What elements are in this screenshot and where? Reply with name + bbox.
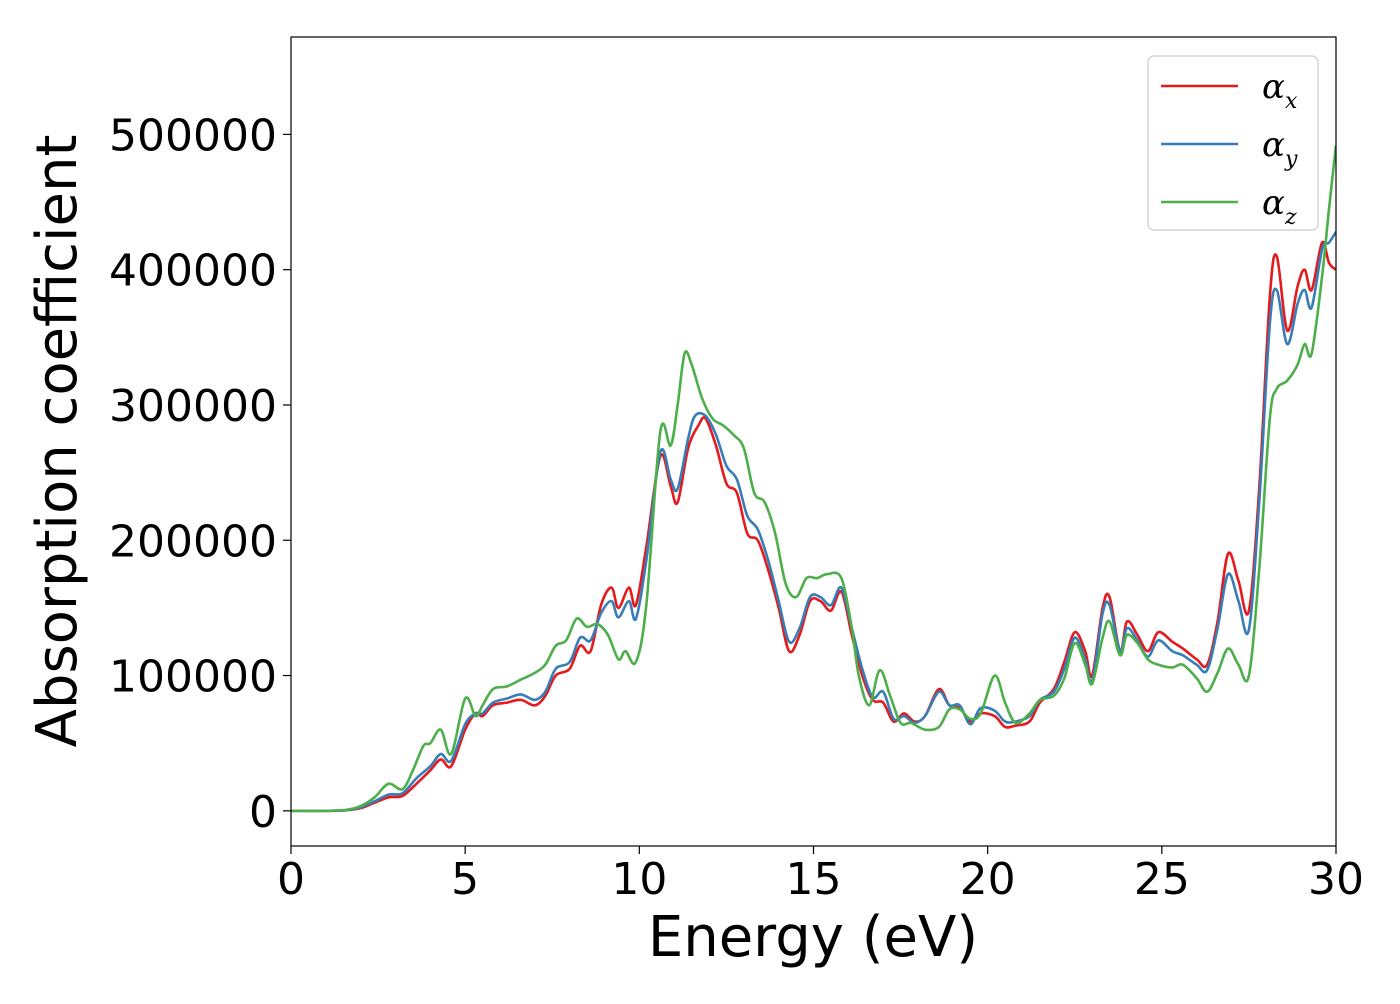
x-tick-label: 15 bbox=[786, 854, 842, 905]
x-tick-label: 10 bbox=[611, 854, 667, 905]
axes: 0 5 10 15 20 25 30 0 100000 200000 300000 400000 500… bbox=[109, 36, 1364, 905]
x-tick-label: 5 bbox=[451, 854, 479, 905]
series-line-x bbox=[291, 240, 1336, 813]
x-tick-label: 25 bbox=[1134, 854, 1190, 905]
x-tick-label: 0 bbox=[277, 854, 305, 905]
plot-area bbox=[291, 145, 1336, 813]
x-tick-label: 20 bbox=[960, 854, 1016, 905]
y-tick-label: 400000 bbox=[109, 246, 277, 297]
y-tick-label: 100000 bbox=[109, 652, 277, 703]
x-axis-label: Energy (eV) bbox=[648, 905, 978, 970]
series-line-z bbox=[291, 145, 1336, 813]
series-line-y bbox=[291, 231, 1336, 813]
legend-label-z: αz bbox=[1262, 183, 1297, 230]
y-tick-label: 200000 bbox=[109, 516, 277, 567]
y-tick-label: 500000 bbox=[109, 110, 277, 161]
x-tick-label: 30 bbox=[1308, 854, 1364, 905]
y-tick-label: 300000 bbox=[109, 381, 277, 432]
y-axis-label: Absorption coefficient bbox=[25, 135, 90, 748]
y-tick-label: 0 bbox=[249, 787, 277, 838]
